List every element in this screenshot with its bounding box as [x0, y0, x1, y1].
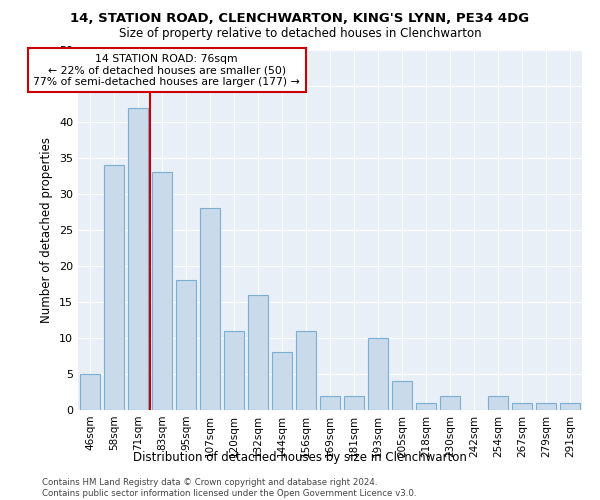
Bar	[320, 396, 340, 410]
Bar	[560, 403, 580, 410]
Text: Contains HM Land Registry data © Crown copyright and database right 2024.
Contai: Contains HM Land Registry data © Crown c…	[42, 478, 416, 498]
Bar	[416, 403, 436, 410]
Bar	[248, 295, 268, 410]
Bar	[272, 352, 292, 410]
Y-axis label: Number of detached properties: Number of detached properties	[40, 137, 53, 323]
Bar	[80, 374, 100, 410]
Bar	[296, 331, 316, 410]
Bar	[128, 108, 148, 410]
Text: Size of property relative to detached houses in Clenchwarton: Size of property relative to detached ho…	[119, 28, 481, 40]
Bar	[440, 396, 460, 410]
Bar	[152, 172, 172, 410]
Bar	[176, 280, 196, 410]
Bar	[368, 338, 388, 410]
Text: 14, STATION ROAD, CLENCHWARTON, KING'S LYNN, PE34 4DG: 14, STATION ROAD, CLENCHWARTON, KING'S L…	[70, 12, 530, 26]
Bar	[200, 208, 220, 410]
Bar	[392, 381, 412, 410]
Bar	[344, 396, 364, 410]
Bar	[512, 403, 532, 410]
Text: 14 STATION ROAD: 76sqm
← 22% of detached houses are smaller (50)
77% of semi-det: 14 STATION ROAD: 76sqm ← 22% of detached…	[34, 54, 300, 87]
Bar	[536, 403, 556, 410]
Bar	[488, 396, 508, 410]
Bar	[104, 165, 124, 410]
Text: Distribution of detached houses by size in Clenchwarton: Distribution of detached houses by size …	[133, 451, 467, 464]
Bar	[224, 331, 244, 410]
